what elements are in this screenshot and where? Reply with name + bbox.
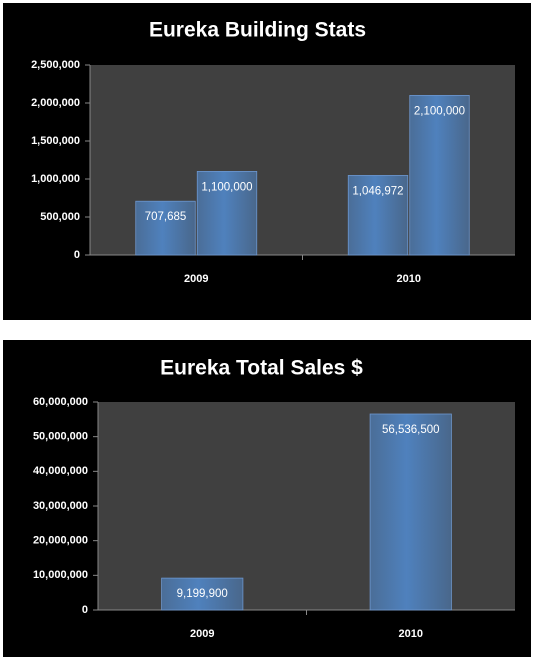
chart-title: Eureka Total Sales $ bbox=[160, 357, 363, 380]
x-tick-label: 2009 bbox=[184, 273, 208, 285]
y-tick-label: 1,000,000 bbox=[31, 173, 80, 185]
y-tick-label: 50,000,000 bbox=[33, 431, 88, 443]
y-tick-label: 10,000,000 bbox=[33, 569, 88, 581]
y-tick-label: 40,000,000 bbox=[33, 465, 88, 477]
y-tick-label: 500,000 bbox=[40, 211, 80, 223]
y-tick-label: 0 bbox=[82, 604, 88, 616]
value-label: 1,046,972 bbox=[352, 185, 403, 197]
value-label: 56,536,500 bbox=[382, 424, 440, 436]
bar bbox=[196, 170, 258, 256]
bar bbox=[409, 95, 470, 256]
y-tick-label: 1,500,000 bbox=[31, 135, 80, 147]
value-label: 9,199,900 bbox=[177, 588, 228, 600]
y-tick-label: 30,000,000 bbox=[33, 500, 88, 512]
bar bbox=[161, 577, 244, 611]
bar bbox=[347, 175, 409, 256]
y-tick-label: 2,500,000 bbox=[31, 59, 80, 71]
value-label: 1,100,000 bbox=[201, 181, 252, 193]
value-label: 707,685 bbox=[145, 211, 187, 223]
value-label: 2,100,000 bbox=[414, 105, 465, 117]
plot-area bbox=[98, 402, 515, 610]
bar bbox=[369, 413, 452, 611]
x-tick-label: 2010 bbox=[399, 628, 423, 640]
chart-title: Eureka Building Stats bbox=[149, 19, 366, 42]
y-tick-label: 0 bbox=[74, 249, 80, 261]
y-tick-label: 20,000,000 bbox=[33, 535, 88, 547]
y-tick-label: 60,000,000 bbox=[33, 396, 88, 408]
x-tick-label: 2009 bbox=[190, 628, 214, 640]
y-tick-label: 2,000,000 bbox=[31, 97, 80, 109]
x-tick-label: 2010 bbox=[397, 273, 421, 285]
bar bbox=[135, 200, 196, 256]
